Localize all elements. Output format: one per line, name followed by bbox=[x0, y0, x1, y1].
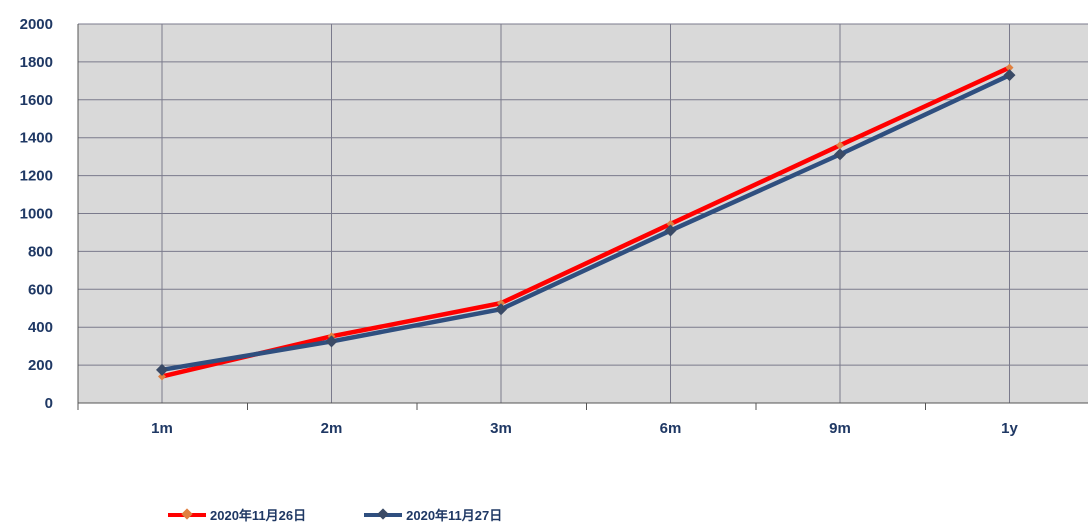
legend-label: 2020年11月26日 bbox=[210, 508, 307, 523]
x-tick-label: 3m bbox=[490, 420, 512, 437]
legend-label: 2020年11月27日 bbox=[406, 508, 503, 523]
data-point-marker bbox=[156, 363, 168, 376]
data-point-marker bbox=[834, 148, 846, 161]
data-point-marker bbox=[1005, 63, 1014, 72]
x-tick-label: 6m bbox=[660, 420, 682, 437]
y-tick-label: 1200 bbox=[20, 168, 53, 185]
x-tick-label: 2m bbox=[321, 420, 343, 437]
y-tick-label: 1600 bbox=[20, 92, 53, 109]
y-tick-label: 800 bbox=[28, 243, 53, 260]
y-tick-label: 1800 bbox=[20, 54, 53, 71]
data-point-marker bbox=[497, 299, 505, 308]
data-point-marker bbox=[666, 219, 675, 228]
x-tick-label: 1m bbox=[151, 420, 173, 437]
y-tick-label: 1000 bbox=[20, 206, 53, 223]
data-point-marker bbox=[325, 335, 338, 348]
y-tick-label: 1400 bbox=[20, 130, 53, 147]
x-tick-label: 1y bbox=[1001, 420, 1018, 437]
x-axis-ticks: 1m 2m 3m 6m 9m 1y bbox=[151, 420, 1018, 437]
y-axis-ticks: 0 200 400 600 800 1000 1200 1400 1600 1800 2000 bbox=[20, 16, 53, 412]
data-point-marker bbox=[495, 303, 507, 316]
y-tick-label: 0 bbox=[45, 395, 53, 412]
legend-swatch-blue bbox=[364, 507, 403, 520]
legend: 2020年11月26日 2020年11月27日 bbox=[168, 505, 560, 524]
data-point-marker bbox=[1003, 69, 1016, 82]
data-point-marker bbox=[664, 224, 677, 237]
y-tick-label: 200 bbox=[28, 357, 53, 374]
legend-item-nov26: 2020年11月26日 bbox=[168, 505, 306, 524]
series-line-nov27 bbox=[156, 69, 1016, 376]
series-line-nov26 bbox=[158, 63, 1014, 381]
series-line bbox=[161, 65, 1011, 379]
legend-item-nov27: 2020年11月27日 bbox=[364, 505, 502, 524]
y-tick-label: 2000 bbox=[20, 16, 53, 33]
legend-swatch-red bbox=[168, 507, 206, 520]
data-point-marker bbox=[158, 372, 166, 381]
y-tick-label: 400 bbox=[28, 319, 53, 336]
y-tick-label: 600 bbox=[28, 281, 53, 298]
x-tick-label: 9m bbox=[829, 420, 851, 437]
series-line bbox=[161, 73, 1011, 373]
data-point-marker bbox=[836, 141, 844, 150]
grid-lines bbox=[77, 23, 1088, 410]
